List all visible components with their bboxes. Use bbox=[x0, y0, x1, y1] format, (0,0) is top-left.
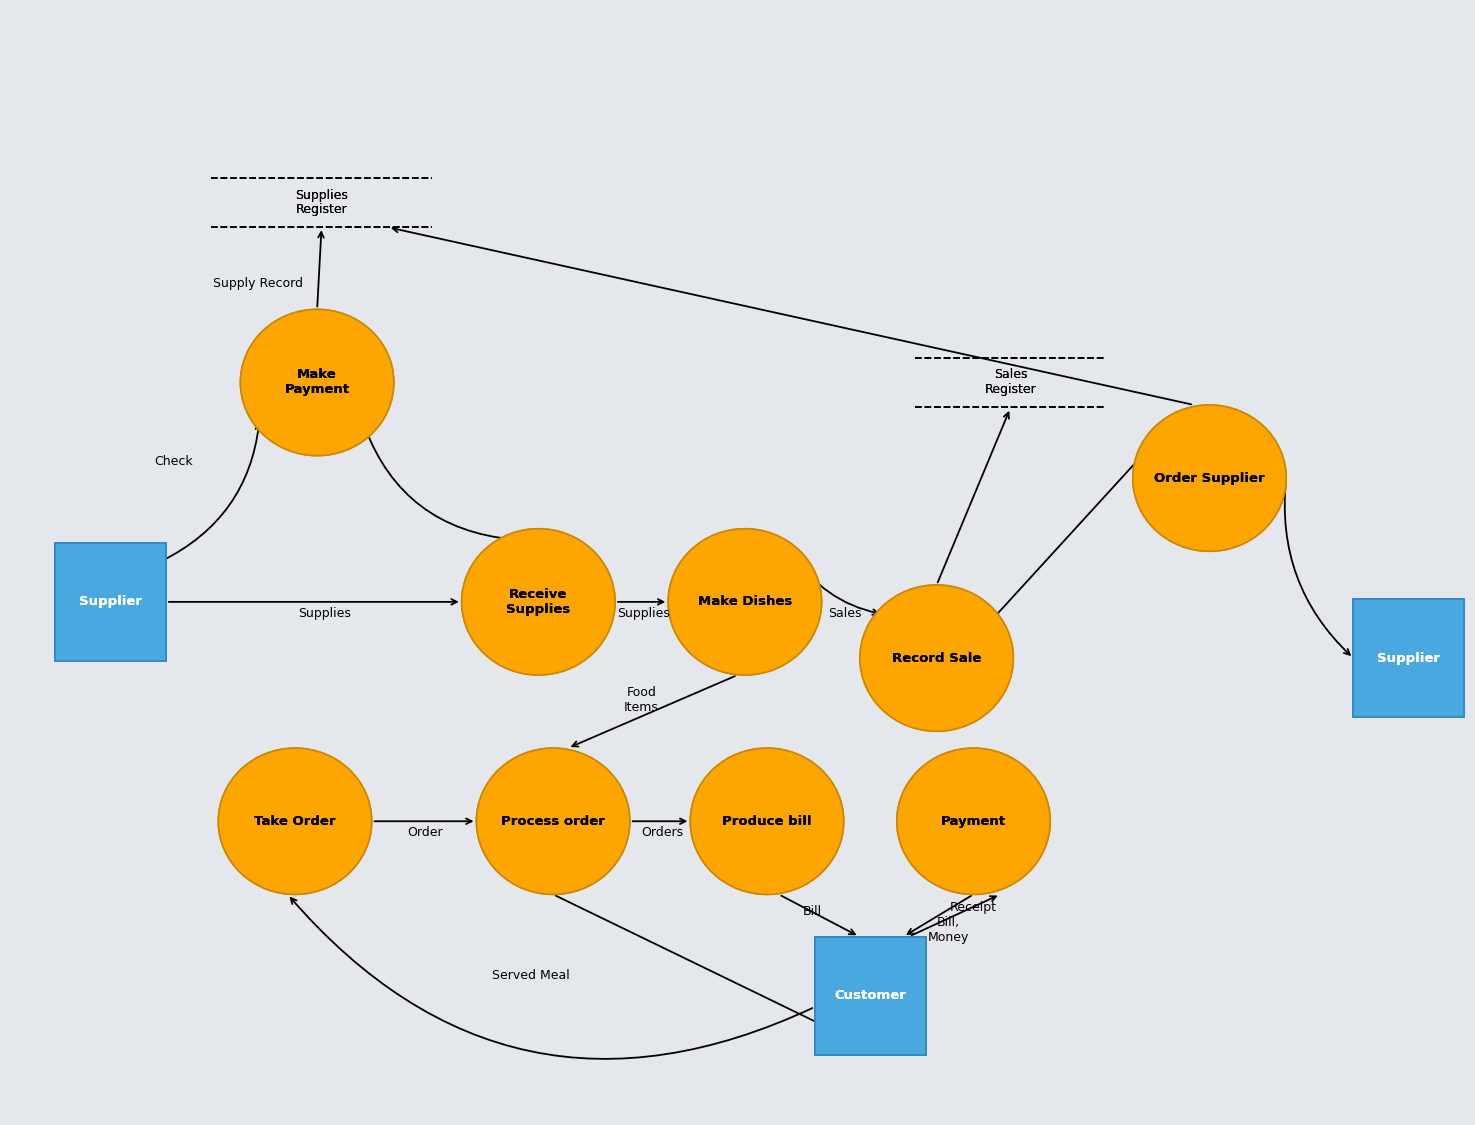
FancyBboxPatch shape bbox=[56, 542, 165, 660]
Ellipse shape bbox=[240, 309, 394, 456]
Text: Payment: Payment bbox=[941, 814, 1006, 828]
Ellipse shape bbox=[668, 529, 822, 675]
Text: Supply Record: Supply Record bbox=[212, 277, 304, 290]
Text: Process order: Process order bbox=[502, 814, 605, 828]
Ellipse shape bbox=[476, 748, 630, 894]
FancyBboxPatch shape bbox=[814, 936, 926, 1055]
Text: Food
Items: Food Items bbox=[624, 686, 659, 713]
Ellipse shape bbox=[690, 748, 844, 894]
Ellipse shape bbox=[240, 309, 394, 456]
Text: Supplies: Supplies bbox=[617, 606, 670, 620]
Text: Order: Order bbox=[407, 826, 442, 839]
Text: Process order: Process order bbox=[502, 814, 605, 828]
Text: Make Dishes: Make Dishes bbox=[698, 595, 792, 609]
Text: Take Order: Take Order bbox=[254, 814, 336, 828]
Text: Record Sale: Record Sale bbox=[892, 651, 981, 665]
Text: Supplier: Supplier bbox=[80, 595, 142, 609]
Ellipse shape bbox=[218, 748, 372, 894]
Text: Supplier: Supplier bbox=[1378, 651, 1440, 665]
Ellipse shape bbox=[462, 529, 615, 675]
Ellipse shape bbox=[860, 585, 1013, 731]
Text: Record Sale: Record Sale bbox=[892, 651, 981, 665]
Ellipse shape bbox=[476, 748, 630, 894]
Text: Take Order: Take Order bbox=[254, 814, 336, 828]
Ellipse shape bbox=[1133, 405, 1286, 551]
Text: Supplies
Register: Supplies Register bbox=[295, 189, 348, 216]
Text: Payment: Payment bbox=[941, 814, 1006, 828]
Ellipse shape bbox=[897, 748, 1050, 894]
Text: Receive
Supplies: Receive Supplies bbox=[506, 588, 571, 615]
Text: Receive
Supplies: Receive Supplies bbox=[506, 588, 571, 615]
FancyBboxPatch shape bbox=[1354, 598, 1463, 718]
Text: Supplies
Register: Supplies Register bbox=[295, 189, 348, 216]
Text: Served Meal: Served Meal bbox=[493, 969, 569, 982]
Text: Produce bill: Produce bill bbox=[723, 814, 811, 828]
Text: Bill,
Money: Bill, Money bbox=[928, 917, 969, 944]
Ellipse shape bbox=[218, 748, 372, 894]
Text: Produce bill: Produce bill bbox=[723, 814, 811, 828]
Ellipse shape bbox=[462, 529, 615, 675]
Ellipse shape bbox=[860, 585, 1013, 731]
Text: Order Supplier: Order Supplier bbox=[1155, 471, 1266, 485]
Text: Sales
Register: Sales Register bbox=[984, 369, 1037, 396]
Text: Make Dishes: Make Dishes bbox=[698, 595, 792, 609]
Text: Supplier: Supplier bbox=[1378, 651, 1440, 665]
Ellipse shape bbox=[897, 748, 1050, 894]
Text: Receipt: Receipt bbox=[950, 901, 997, 915]
Text: Order Supplier: Order Supplier bbox=[1155, 471, 1266, 485]
FancyBboxPatch shape bbox=[56, 542, 165, 660]
Text: Sales
Register: Sales Register bbox=[984, 369, 1037, 396]
Text: Customer: Customer bbox=[835, 989, 906, 1002]
FancyBboxPatch shape bbox=[814, 936, 926, 1055]
Text: Make
Payment: Make Payment bbox=[285, 369, 350, 396]
Text: Orders: Orders bbox=[642, 826, 683, 839]
Text: Supplies: Supplies bbox=[298, 606, 351, 620]
Text: Supplier: Supplier bbox=[80, 595, 142, 609]
Ellipse shape bbox=[1133, 405, 1286, 551]
Ellipse shape bbox=[668, 529, 822, 675]
Text: Bill: Bill bbox=[804, 904, 822, 918]
FancyBboxPatch shape bbox=[1354, 598, 1463, 718]
Text: Check: Check bbox=[155, 455, 193, 468]
Ellipse shape bbox=[690, 748, 844, 894]
Text: Make
Payment: Make Payment bbox=[285, 369, 350, 396]
Text: Customer: Customer bbox=[835, 989, 906, 1002]
Text: Sales: Sales bbox=[829, 606, 861, 620]
